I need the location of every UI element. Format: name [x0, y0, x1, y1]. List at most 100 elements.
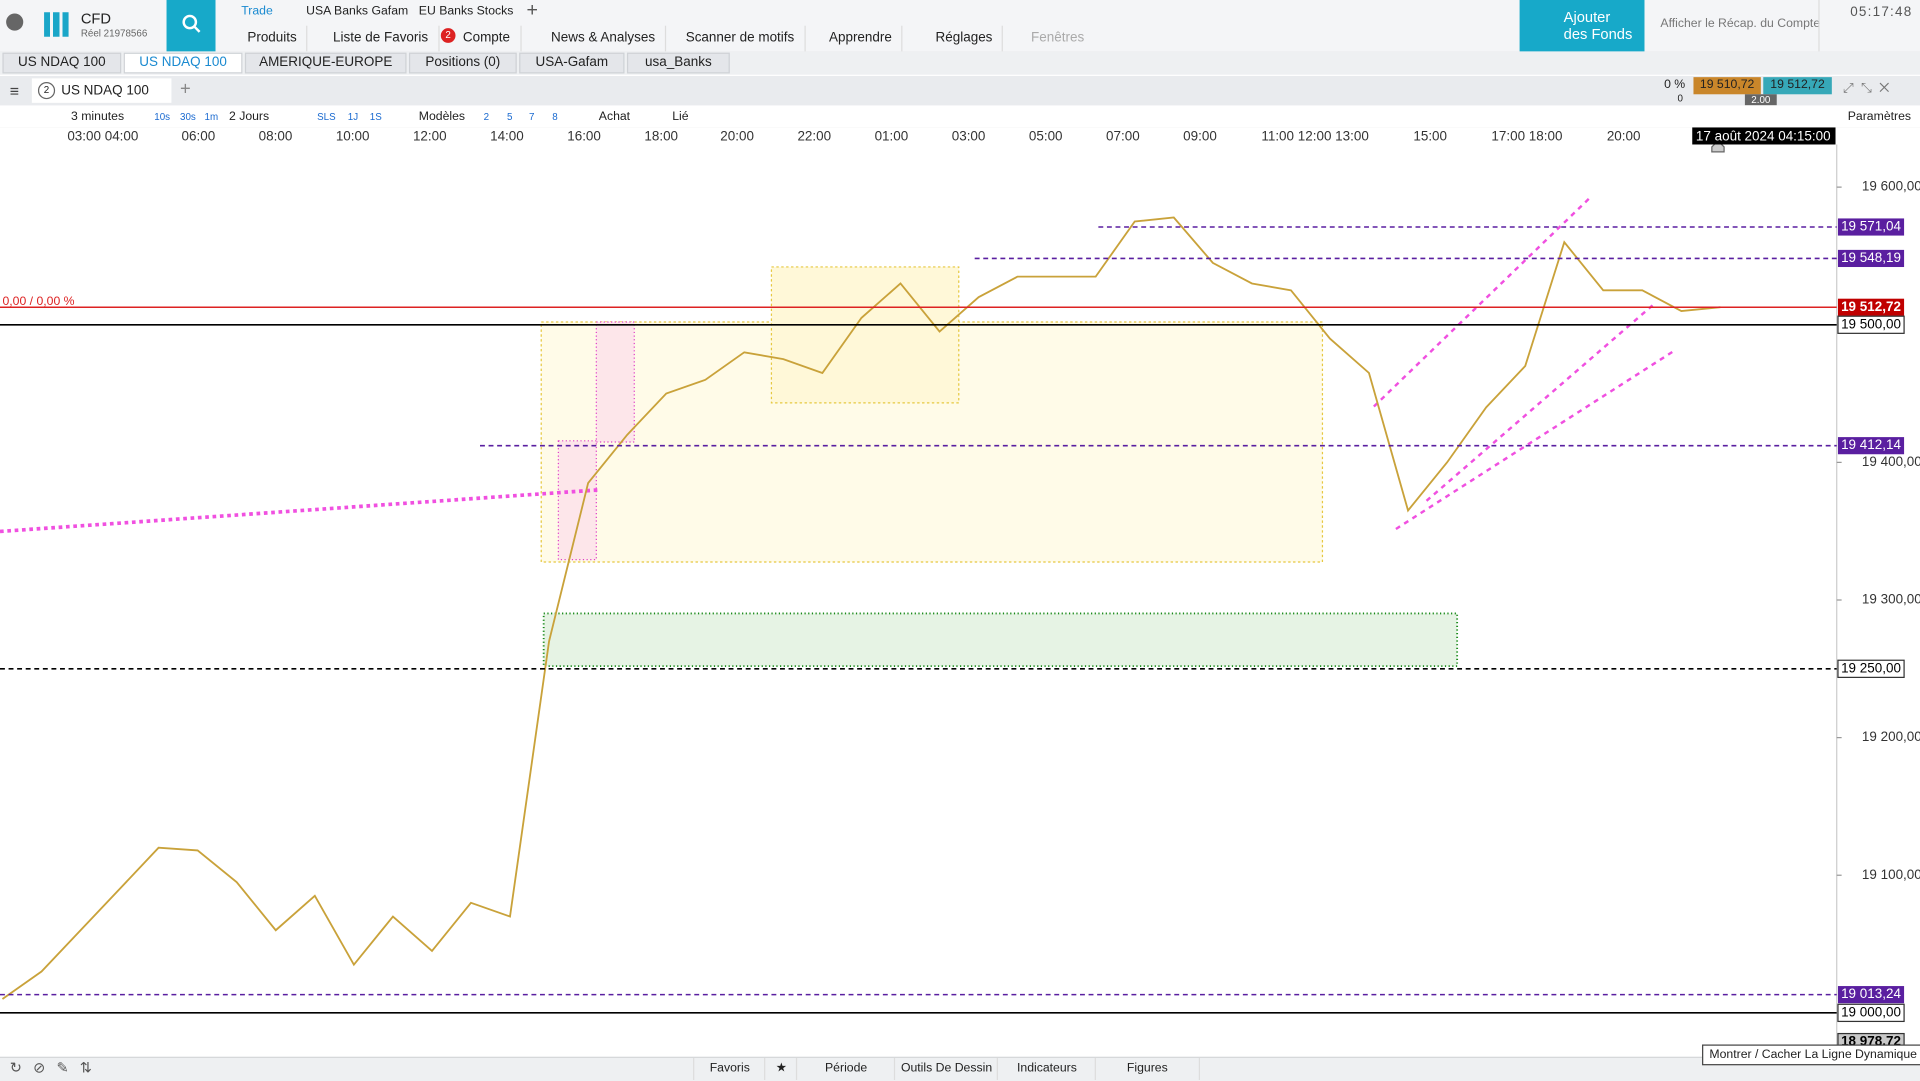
footer-tab[interactable]: Indicateurs [996, 1057, 1096, 1080]
brand: CFD [80, 9, 112, 27]
footer-tab[interactable]: Période [795, 1057, 895, 1080]
menu-item[interactable]: Scanner de motifs [659, 25, 806, 52]
price-label-bg [1837, 437, 1905, 455]
workspace-tab[interactable]: AMERIQUE-EUROPE [244, 52, 407, 74]
workspace-tab[interactable]: USA-Gafam [519, 52, 625, 74]
x-tick-label: 09:00 [1183, 129, 1217, 144]
settings[interactable]: Paramètres [1847, 110, 1912, 124]
layout-btn[interactable]: 7 [528, 111, 535, 123]
x-tick-label: 06:00 [182, 129, 216, 144]
x-tick-label: 07:00 [1106, 129, 1140, 144]
interval[interactable]: 3 minutes [71, 110, 125, 124]
interval-btn[interactable]: 10s [154, 111, 171, 123]
y-tick-label: 19 100,00 [1862, 867, 1920, 882]
tab[interactable]: Trade [241, 4, 273, 19]
ask[interactable]: 19 512,72 [1763, 77, 1832, 95]
add-tab[interactable]: + [526, 0, 538, 21]
spread: 2.00 [1744, 94, 1777, 106]
price-line [1, 216, 1721, 1000]
trend-line [1395, 349, 1676, 531]
x-tick-label: 18:00 [644, 129, 678, 144]
zone [770, 266, 960, 404]
menu-item[interactable]: Compte [436, 25, 522, 52]
menu-item[interactable]: Produits [220, 25, 308, 52]
tab[interactable]: EU Banks Stocks [418, 4, 514, 19]
menu-item[interactable]: Fenêtres [1031, 30, 1085, 46]
range-btn[interactable]: 1S [369, 111, 382, 123]
footer-icons[interactable]: ↻⊘✎⇅ [9, 1059, 104, 1077]
crosshair-label: 17 août 2024 04:15:00 [1696, 129, 1831, 144]
layout-btn[interactable]: 2 [483, 111, 490, 123]
price-label: 19 000,00 [1841, 1004, 1901, 1019]
add-funds[interactable]: Ajouter des Fonds [1519, 0, 1645, 52]
layout-btn[interactable]: 5 [506, 111, 513, 123]
change: 0 % [1664, 78, 1686, 92]
x-tick-label: 11:00 12:00 13:00 [1261, 129, 1368, 144]
search-button[interactable] [166, 0, 216, 52]
x-tick-label: 03:00 [952, 129, 986, 144]
x-tick-label: 01:00 [875, 129, 909, 144]
x-tick-label: 15:00 [1413, 129, 1447, 144]
x-tick-label: 14:00 [490, 129, 524, 144]
menu-item[interactable]: Liste de Favoris [306, 25, 440, 52]
crosshair-bg [1692, 127, 1836, 145]
menu-item[interactable]: Réglages [909, 25, 1004, 52]
menu-item[interactable]: Apprendre [802, 25, 903, 52]
range-btn[interactable]: SLS [317, 111, 336, 123]
x-tick-label: 10:00 [336, 129, 370, 144]
pnl-label: 0,00 / 0,00 % [2, 294, 74, 308]
add-chart[interactable]: + [180, 78, 191, 100]
workspace-tab[interactable]: Positions (0) [408, 52, 517, 74]
logo [44, 12, 69, 37]
bid[interactable]: 19 510,72 [1693, 77, 1761, 95]
menu-icon[interactable]: ≡ [9, 82, 20, 101]
chart-header [0, 75, 1920, 107]
workspace-tab[interactable]: usa_Banks [626, 52, 730, 74]
price-label-bg [1837, 298, 1905, 316]
layout-btn[interactable]: 8 [552, 111, 558, 123]
linked[interactable]: Lié [672, 110, 689, 124]
favorite-star[interactable]: ★ [764, 1057, 797, 1080]
price-label: 19 013,24 [1841, 986, 1901, 1001]
price-label: 19 571,04 [1841, 219, 1901, 234]
index: 2 [37, 82, 56, 100]
price-label: 19 412,14 [1841, 437, 1901, 452]
buy[interactable]: Achat [598, 110, 631, 124]
y-tick-label: 19 400,00 [1862, 454, 1920, 469]
footer-tab[interactable]: Outils De Dessin [893, 1057, 998, 1080]
user-icon[interactable] [6, 13, 24, 31]
price-label: 19 548,19 [1841, 250, 1901, 265]
account: Réel 21978566 [80, 28, 148, 40]
price-label-bg [1837, 315, 1905, 334]
tab[interactable]: USA Banks Gafam [306, 4, 409, 19]
workspace-tab[interactable]: US NDAQ 100 [123, 52, 243, 74]
tooltip: Montrer / Cacher La Ligne Dynamique [1702, 1044, 1920, 1066]
price-label: 19 512,72 [1841, 299, 1901, 314]
footer-tab[interactable]: Favoris [693, 1057, 765, 1080]
time-axis [0, 127, 1920, 145]
toolbar [0, 105, 1920, 129]
interval-btn[interactable]: 30s [180, 111, 196, 123]
zone [595, 321, 635, 443]
price-label-bg [1837, 249, 1905, 268]
account-summary[interactable]: Afficher le Récap. du Compte [1660, 17, 1821, 31]
interval-btn[interactable]: 1m [204, 111, 219, 123]
x-tick-label: 16:00 [567, 129, 601, 144]
change-zero: 0 [1677, 93, 1684, 105]
x-tick-label: 17:00 18:00 [1491, 129, 1562, 144]
window-controls[interactable]: ⤢⤡✕ [1842, 80, 1897, 96]
range[interactable]: 2 Jours [228, 110, 270, 124]
funds-line: Ajouter [1563, 8, 1611, 26]
y-tick-label: 19 600,00 [1862, 179, 1920, 194]
price-label-bg [1837, 1003, 1905, 1023]
funds-line: des Fonds [1563, 25, 1633, 43]
footer-tab[interactable]: Figures [1094, 1057, 1200, 1080]
templates[interactable]: Modèles [418, 110, 466, 124]
divider [1818, 0, 1820, 52]
range-btn[interactable]: 1J [347, 111, 359, 123]
workspace-tab[interactable]: US NDAQ 100 [2, 52, 122, 74]
menu-item[interactable]: News & Analyses [524, 25, 667, 52]
x-tick-label: 03:00 04:00 [67, 129, 138, 144]
price-label-bg [1837, 218, 1905, 236]
